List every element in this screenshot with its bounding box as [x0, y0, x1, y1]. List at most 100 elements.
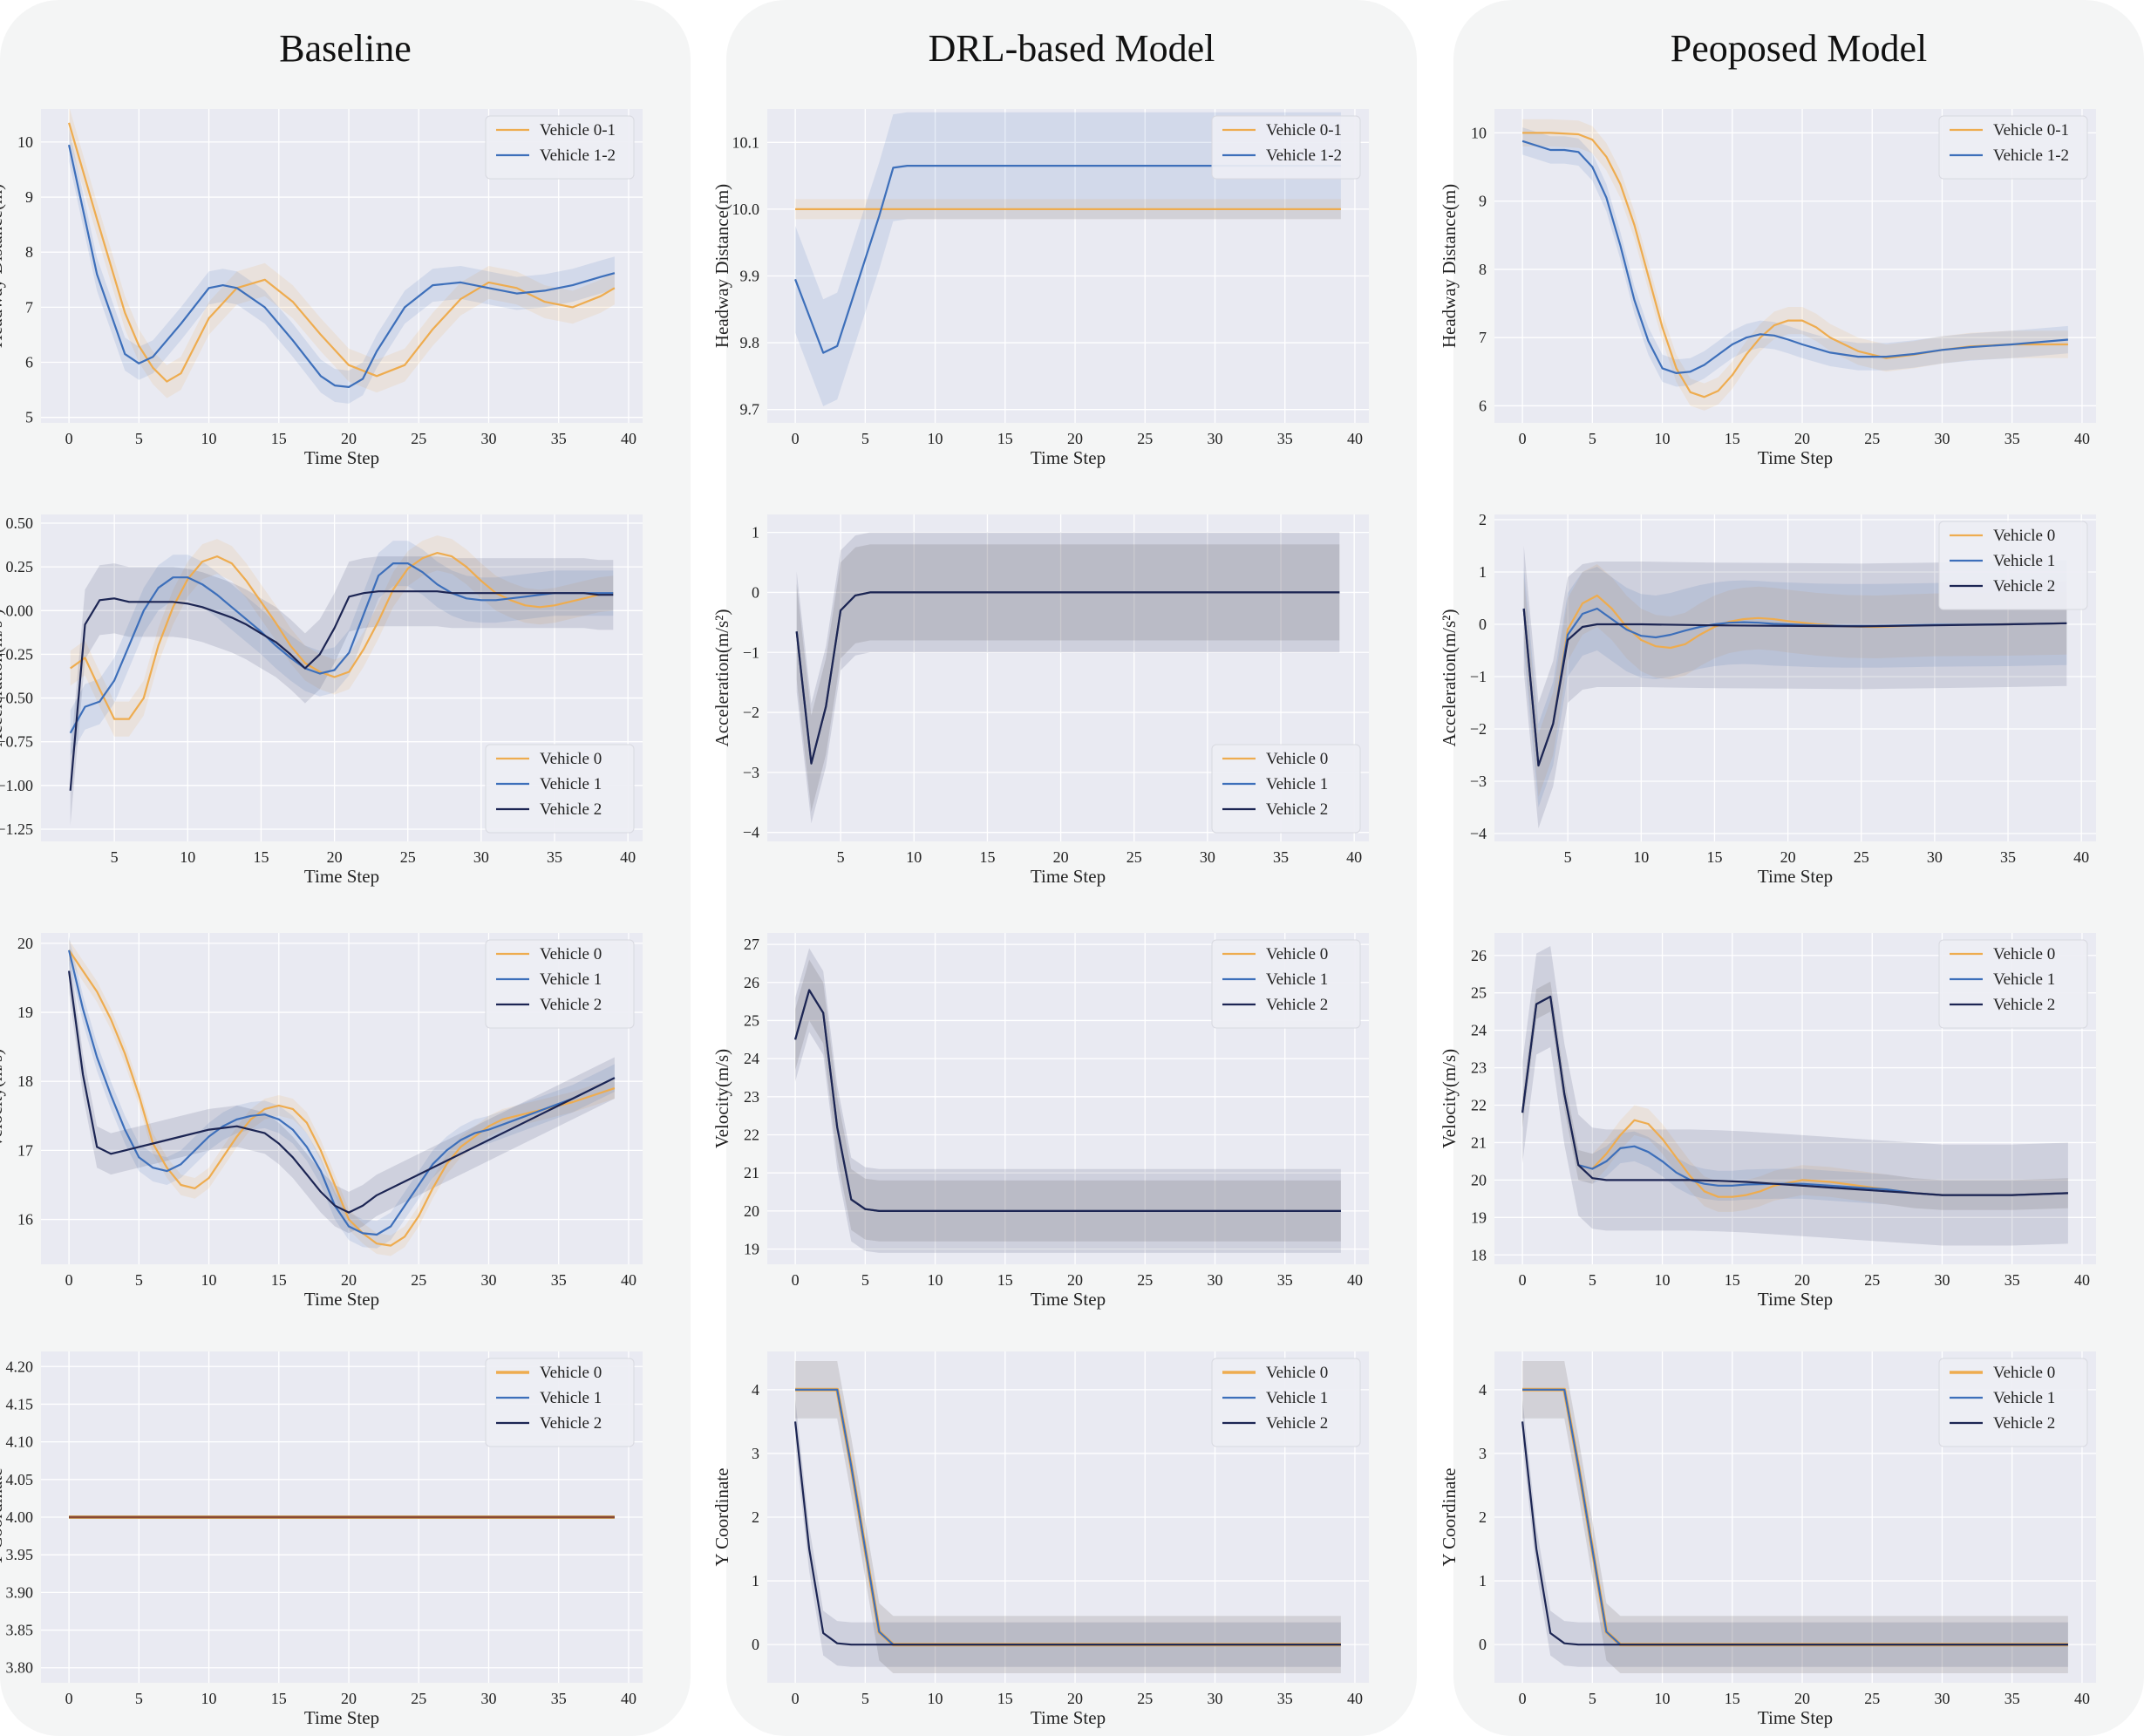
x-tick-label: 20	[1067, 1271, 1083, 1289]
series-line-vehicle-2	[1521, 995, 2068, 1196]
x-tick-label: 0	[1519, 1690, 1527, 1707]
y-tick-label: 0	[1479, 616, 1487, 633]
y-tick-label: 27	[744, 936, 759, 953]
confidence-band-vehicle-2	[1522, 946, 2068, 1246]
x-tick-label: 10	[1655, 430, 1671, 447]
x-tick-label: 20	[1053, 848, 1069, 866]
x-axis-label: Time Step	[1031, 447, 1106, 468]
legend-label: Vehicle 1	[540, 1389, 602, 1407]
x-axis-label: Time Step	[1758, 447, 1833, 468]
y-axis-label: Acceleration(m/s²)	[0, 609, 6, 747]
y-tick-label: 18	[1471, 1246, 1487, 1263]
y-tick-label: 1	[752, 524, 759, 541]
y-tick-label: −3	[1470, 773, 1487, 790]
y-tick-label: 9	[1479, 193, 1487, 210]
chart-drl-headway: 0 5 10 15 20 25 30 35 40 9.7 9.8 9.9 10.0 10.1 Time St…	[711, 109, 1369, 468]
confidence-band-vehicle-0	[70, 535, 614, 737]
x-axis-label: Time Step	[1758, 1707, 1833, 1728]
y-tick-label: 2	[1479, 1508, 1487, 1526]
y-axis-label: Velocity(m/s)	[711, 1049, 732, 1148]
chart-proposed-acceleration: 5 10 15 20 25 30 35 40 −4 −3 −2 −1 0 1 2 Time Step Accel…	[1439, 511, 2096, 887]
legend-box	[1211, 115, 1361, 180]
confidence-band-vehicle-2	[796, 532, 1340, 824]
series-line-vehicle-0	[70, 552, 614, 720]
x-tick-label: 10	[1655, 1271, 1671, 1289]
y-tick-label: 9.7	[740, 401, 760, 419]
x-tick-label: 20	[1794, 1271, 1810, 1289]
x-axis-label: Time Step	[1031, 1289, 1106, 1310]
x-tick-label: 10	[201, 1690, 217, 1707]
x-tick-label: 15	[997, 1690, 1013, 1707]
y-tick-label: 9.8	[740, 334, 760, 351]
x-tick-label: 30	[1934, 1271, 1950, 1289]
x-tick-label: 10	[1655, 1690, 1671, 1707]
series-group	[68, 109, 616, 404]
x-tick-label: 10	[180, 848, 195, 866]
y-tick-label: 7	[1479, 329, 1487, 346]
series-line-vehicle-1-2	[1521, 140, 2068, 374]
confidence-band-vehicle-1-2	[1522, 127, 2068, 387]
chart-drl-y-coordinate: 0 5 10 15 20 25 30 35 40 0 1 2 3 4 Time Step Y Coordina…	[711, 1351, 1369, 1728]
legend-label: Vehicle 1	[1993, 1389, 2055, 1407]
series-group	[795, 532, 1340, 824]
y-tick-label: 0.50	[6, 514, 34, 532]
y-tick-label: 20	[17, 935, 33, 952]
legend-label: Vehicle 2	[1266, 1414, 1328, 1433]
x-tick-label: 0	[1519, 1271, 1527, 1289]
x-tick-label: 5	[861, 1690, 869, 1707]
x-axis-label: Time Step	[304, 1289, 379, 1310]
series-group	[794, 1361, 1341, 1673]
x-tick-label: 30	[480, 430, 496, 447]
x-tick-label: 10	[201, 1271, 217, 1289]
x-tick-label: 40	[621, 1690, 636, 1707]
y-axis-label: Acceleration(m/s²)	[711, 609, 732, 747]
legend-box	[1938, 939, 2088, 1029]
series-line-vehicle-2	[794, 989, 1341, 1212]
confidence-band-vehicle-2	[1523, 546, 2067, 828]
legend: Vehicle 0-1 Vehicle 1-2	[485, 115, 635, 180]
legend-label: Vehicle 1	[1266, 1389, 1328, 1407]
x-tick-label: 30	[1934, 430, 1950, 447]
x-tick-label: 40	[1347, 430, 1363, 447]
x-axis-label: Time Step	[304, 1707, 379, 1728]
y-tick-label: 23	[1471, 1059, 1487, 1077]
chart-drl-acceleration: 5 10 15 20 25 30 35 40 −4 −3 −2 −1 0 1 Time Step Accele…	[711, 514, 1369, 887]
series-line-vehicle-2	[1521, 1421, 2068, 1646]
x-axis-label: Time Step	[1031, 1707, 1106, 1728]
legend-box	[1211, 939, 1361, 1029]
y-tick-label: 23	[744, 1088, 759, 1106]
y-tick-label: 21	[744, 1164, 759, 1181]
legend-label: Vehicle 0-1	[1993, 121, 2069, 140]
legend-label: Vehicle 1	[540, 775, 602, 793]
x-tick-label: 15	[271, 430, 287, 447]
x-tick-label: 20	[1794, 430, 1810, 447]
confidence-band-vehicle-0	[1523, 564, 2067, 797]
legend-label: Vehicle 0-1	[1266, 121, 1342, 140]
y-tick-label: −0.75	[0, 733, 33, 751]
legend-label: Vehicle 2	[1993, 577, 2055, 596]
x-tick-label: 25	[411, 1271, 426, 1289]
y-tick-label: 0.25	[6, 558, 34, 575]
y-tick-label: 10	[1471, 124, 1487, 141]
y-tick-label: 24	[744, 1050, 759, 1067]
confidence-band-vehicle-2	[1522, 1399, 2068, 1667]
y-tick-label: 19	[1471, 1208, 1487, 1226]
x-tick-label: 25	[1137, 1271, 1153, 1289]
confidence-band-vehicle-1	[795, 1361, 1341, 1673]
confidence-band-vehicle-0	[69, 939, 615, 1256]
y-tick-label: 1	[1479, 563, 1487, 581]
legend-label: Vehicle 2	[1993, 1414, 2055, 1433]
x-tick-label: 35	[551, 430, 567, 447]
y-tick-label: 17	[17, 1141, 33, 1159]
legend-box	[1211, 744, 1361, 834]
x-tick-label: 35	[551, 1690, 567, 1707]
x-tick-label: 5	[861, 1271, 869, 1289]
column-title-proposed-model: Peoposed Model	[1670, 27, 1928, 70]
x-tick-label: 35	[1277, 430, 1293, 447]
series-group	[1522, 546, 2067, 828]
x-tick-label: 15	[1706, 848, 1722, 866]
confidence-band-vehicle-0	[796, 544, 1340, 812]
x-tick-label: 40	[621, 1271, 636, 1289]
confidence-band-vehicle-1-2	[795, 112, 1341, 406]
y-tick-label: 5	[25, 409, 33, 426]
